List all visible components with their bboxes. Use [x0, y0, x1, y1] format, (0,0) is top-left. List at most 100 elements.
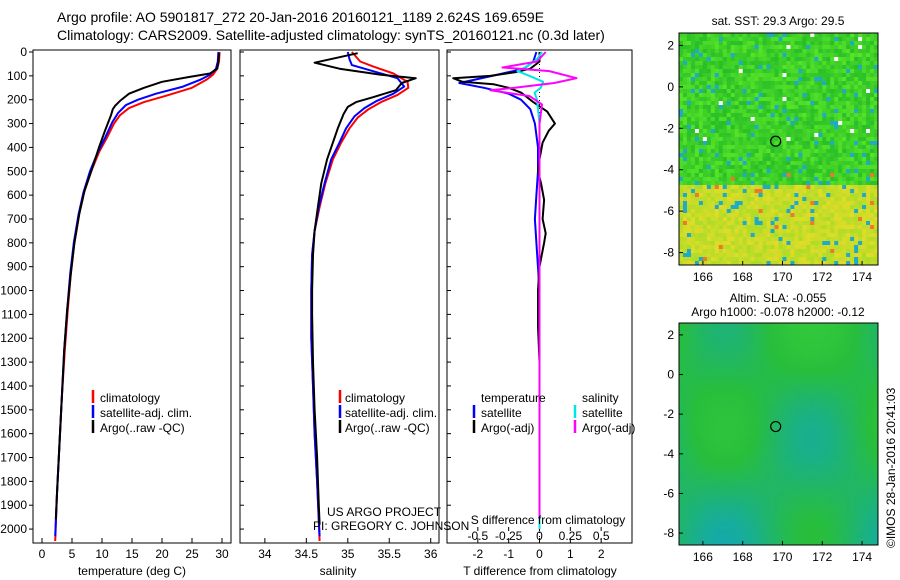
map-cell [866, 161, 871, 166]
map-cell [702, 441, 708, 447]
map-cell [874, 384, 878, 389]
map-cell [858, 97, 863, 102]
map-cell [726, 323, 732, 328]
map-cell [770, 65, 776, 70]
map-cell [842, 233, 847, 238]
map-cell [802, 145, 807, 150]
map-cell [770, 460, 776, 466]
map-cell [698, 233, 704, 238]
map-cell [694, 205, 700, 210]
map-cell [702, 361, 708, 366]
map-cell [790, 65, 796, 70]
map-cell [874, 45, 878, 50]
map-cell [830, 368, 835, 374]
map-cell [862, 338, 867, 343]
map-cell [826, 430, 831, 435]
map-cell [818, 97, 823, 102]
map-cell [810, 237, 815, 242]
map-cell [734, 101, 740, 106]
map-cell [866, 61, 871, 66]
map-cell [702, 137, 708, 142]
map-cell [766, 69, 772, 74]
map-cell [738, 169, 744, 174]
map-cell [822, 245, 827, 250]
map-cell [702, 109, 708, 114]
map-cell [702, 418, 708, 424]
map-cell [822, 353, 827, 359]
map-cell [834, 221, 839, 226]
map-cell [866, 229, 871, 234]
map-cell [750, 141, 756, 146]
map-cell [770, 245, 776, 250]
map-cell [770, 117, 776, 122]
map-cell [866, 117, 871, 122]
map-cell [770, 257, 776, 262]
map-cell [690, 253, 696, 258]
map-cell [854, 330, 859, 336]
map-cell [710, 338, 716, 343]
map-cell [870, 81, 875, 86]
map-cell [786, 137, 792, 142]
map-cell [714, 89, 720, 94]
map-cell [850, 437, 855, 443]
map-cell [782, 380, 788, 385]
map-cell [734, 233, 740, 238]
map-cell [778, 129, 784, 134]
map-cell [786, 161, 792, 166]
map-cell [822, 323, 827, 328]
map-cell [854, 229, 859, 234]
map-cell [766, 445, 772, 450]
map-cell [862, 97, 867, 102]
map-cell [754, 197, 760, 202]
map-cell [786, 121, 792, 126]
map-cell [846, 169, 851, 174]
map-cell [830, 105, 835, 110]
map-cell [774, 342, 780, 347]
map-cell [846, 89, 851, 94]
map-cell [682, 388, 688, 393]
map-cell [726, 391, 732, 397]
map-cell [682, 157, 688, 162]
map-cell [722, 65, 728, 70]
map-cell [690, 468, 696, 473]
map-cell [862, 185, 867, 190]
map-cell [718, 349, 724, 355]
map-cell [754, 437, 760, 443]
map-cell [790, 437, 796, 443]
map-cell [698, 77, 704, 82]
map-cell [722, 257, 728, 262]
map-cell [782, 85, 788, 90]
map-cell [806, 330, 811, 336]
map-cell [858, 241, 863, 246]
map-cell [794, 453, 799, 458]
map-cell [734, 105, 740, 110]
map-cell [842, 49, 847, 54]
map-cell [750, 449, 756, 454]
map-cell [738, 460, 744, 466]
map-cell [726, 422, 732, 427]
map-cell [854, 49, 859, 54]
map-cell [758, 189, 764, 194]
map-cell [806, 357, 811, 362]
map-cell [850, 125, 855, 130]
map-cell [802, 249, 807, 254]
map-cell [838, 201, 843, 206]
map-cell [782, 229, 788, 234]
map-cell [862, 181, 867, 186]
map-cell [774, 173, 780, 178]
map-cell [690, 169, 696, 174]
map-cell [834, 153, 839, 158]
map-cell [726, 229, 732, 234]
map-cell [742, 37, 748, 42]
map-cell [874, 217, 878, 222]
map-cell [718, 117, 724, 122]
map-cell [694, 342, 700, 347]
map-cell [770, 109, 776, 114]
map-cell [738, 49, 744, 54]
map-cell [786, 189, 792, 194]
map-cell [786, 141, 792, 146]
map-cell [770, 388, 776, 393]
map-cell [722, 225, 728, 230]
map-cell [798, 209, 803, 214]
map-cell [814, 403, 819, 408]
